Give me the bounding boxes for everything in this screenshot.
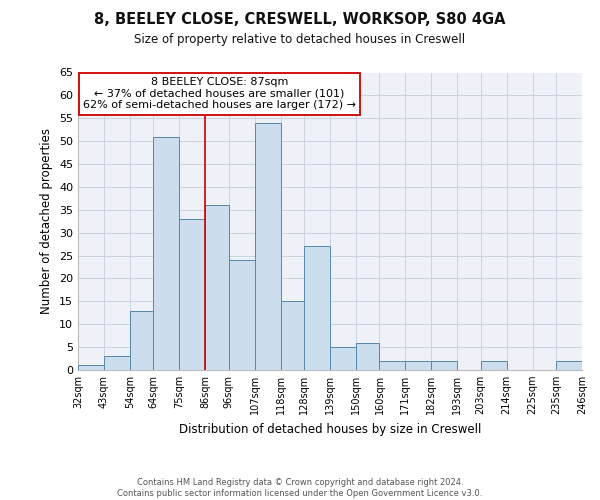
Text: Size of property relative to detached houses in Creswell: Size of property relative to detached ho…: [134, 32, 466, 46]
Bar: [130, 310, 154, 370]
Text: 8, BEELEY CLOSE, CRESWELL, WORKSOP, S80 4GA: 8, BEELEY CLOSE, CRESWELL, WORKSOP, S80 …: [94, 12, 506, 28]
Bar: [406, 361, 431, 370]
Bar: [281, 302, 304, 370]
Text: Contains HM Land Registry data © Crown copyright and database right 2024.
Contai: Contains HM Land Registry data © Crown c…: [118, 478, 482, 498]
Bar: [556, 361, 582, 370]
Bar: [254, 123, 281, 370]
Bar: [379, 361, 406, 370]
Bar: [330, 347, 356, 370]
Bar: [205, 205, 229, 370]
Bar: [481, 361, 506, 370]
Bar: [229, 260, 254, 370]
X-axis label: Distribution of detached houses by size in Creswell: Distribution of detached houses by size …: [179, 422, 481, 436]
Bar: [104, 356, 130, 370]
Bar: [78, 366, 104, 370]
Y-axis label: Number of detached properties: Number of detached properties: [40, 128, 53, 314]
Bar: [179, 219, 205, 370]
Bar: [356, 342, 379, 370]
Bar: [154, 136, 179, 370]
Bar: [304, 246, 330, 370]
Bar: [431, 361, 457, 370]
Text: 8 BEELEY CLOSE: 87sqm
← 37% of detached houses are smaller (101)
62% of semi-det: 8 BEELEY CLOSE: 87sqm ← 37% of detached …: [83, 77, 356, 110]
